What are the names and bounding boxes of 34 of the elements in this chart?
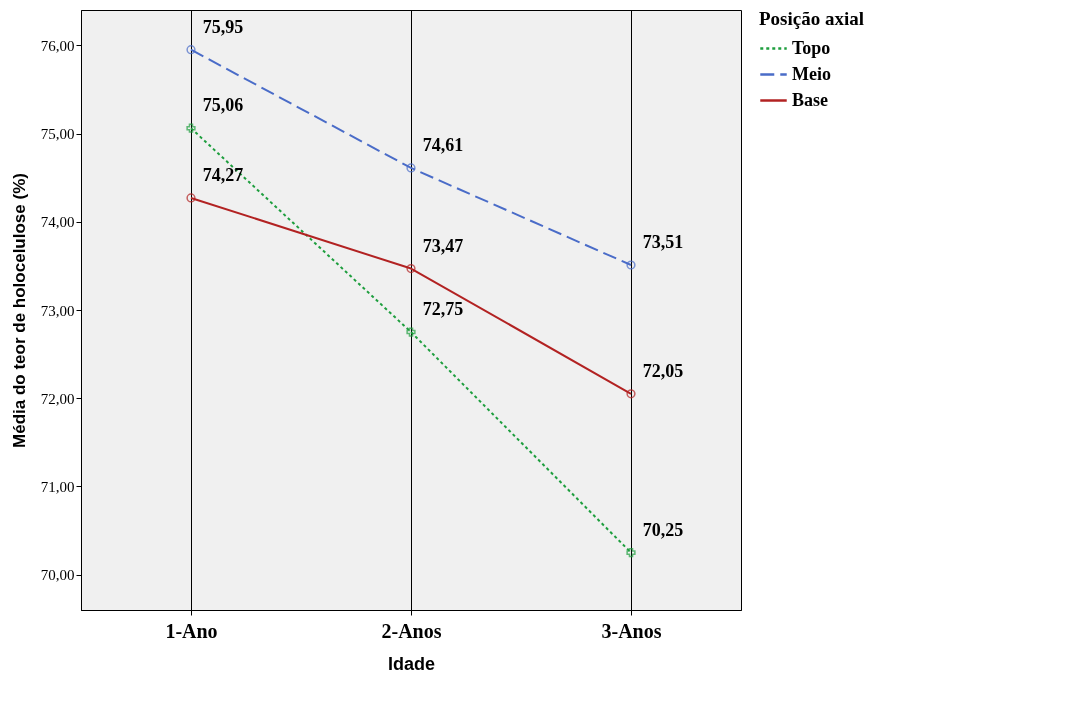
data-label: 70,25 bbox=[642, 519, 684, 540]
x-tick-label: 3-Anos bbox=[601, 619, 662, 642]
legend-label: Meio bbox=[792, 63, 831, 84]
data-label: 74,61 bbox=[422, 134, 464, 155]
y-tick-label: 71,00 bbox=[40, 478, 75, 495]
y-tick-label: 75,00 bbox=[40, 126, 75, 143]
x-tick-label: 1-Ano bbox=[165, 619, 218, 642]
y-tick-label: 72,00 bbox=[40, 390, 75, 407]
x-tick-label: 2-Anos bbox=[381, 619, 442, 642]
point bbox=[406, 327, 416, 337]
y-tick-label: 73,00 bbox=[40, 302, 75, 319]
data-label: 74,27 bbox=[202, 164, 244, 185]
point bbox=[186, 45, 196, 55]
x-axis-title: Idade bbox=[387, 653, 436, 674]
point bbox=[406, 163, 416, 173]
legend-title: Posição axial bbox=[759, 8, 865, 29]
legend-label: Topo bbox=[792, 37, 831, 58]
point bbox=[406, 263, 416, 274]
point bbox=[626, 548, 636, 558]
point bbox=[186, 123, 196, 133]
point bbox=[626, 389, 636, 399]
legend-label: Base bbox=[792, 89, 829, 110]
y-tick-label: 74,00 bbox=[40, 214, 75, 231]
data-label: 73,51 bbox=[642, 232, 684, 252]
point bbox=[626, 260, 636, 270]
y-axis-title: Média do teor de holocelulose (%) bbox=[9, 173, 29, 448]
data-label: 75,95 bbox=[202, 16, 244, 37]
data-label: 75,06 bbox=[202, 95, 244, 116]
y-tick-label: 76,00 bbox=[40, 37, 75, 54]
y-tick-label: 70,00 bbox=[40, 567, 75, 584]
data-label: 72,05 bbox=[642, 360, 684, 381]
data-label: 72,75 bbox=[422, 299, 464, 320]
point bbox=[186, 193, 196, 203]
data-label: 73,47 bbox=[422, 235, 464, 256]
